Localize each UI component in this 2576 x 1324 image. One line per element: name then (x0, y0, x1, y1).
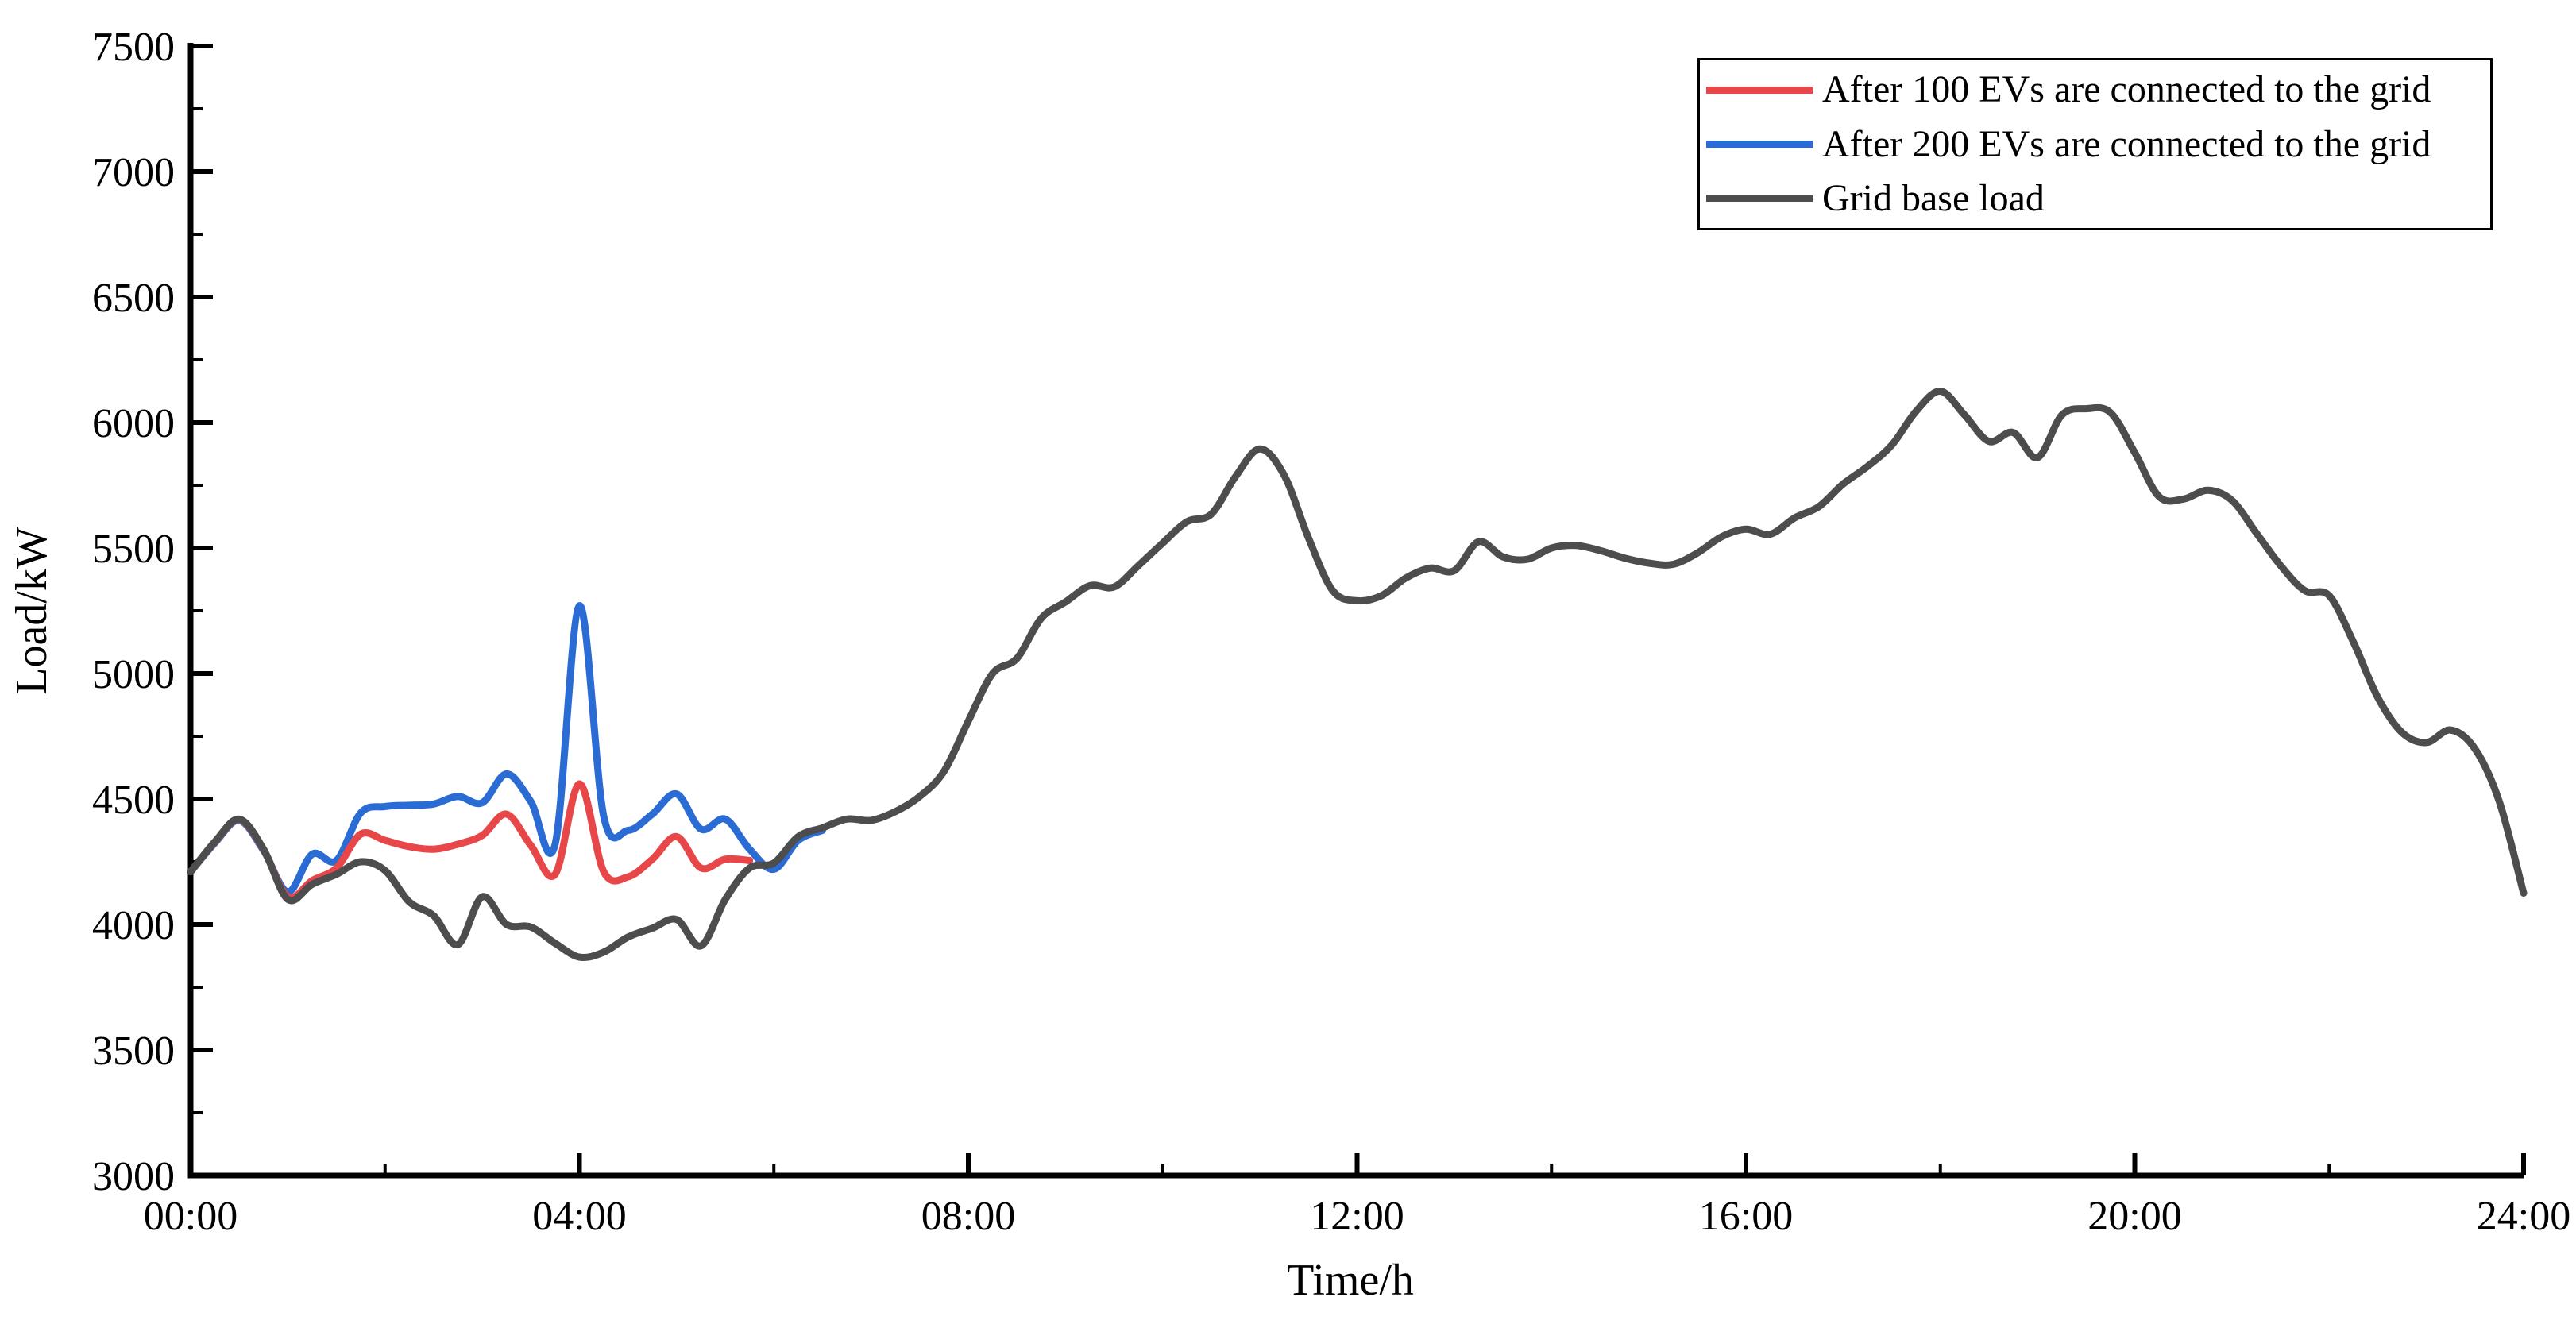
x-tick-label: 08:00 (921, 1194, 1015, 1239)
x-tick-label: 20:00 (2087, 1194, 2181, 1239)
legend-line-swatch-blue (1706, 141, 1813, 148)
y-tick-label: 5500 (92, 527, 175, 572)
y-axis-title: Load/kW (7, 527, 56, 695)
tick-label-layer: 3000 3500 4000 4500 5000 5500 6000 6500 7000 7500… (92, 25, 2570, 1239)
legend-label: Grid base load (1822, 176, 2045, 219)
legend-item-base: Grid base load (1700, 172, 2490, 225)
axes-layer (187, 43, 2526, 1179)
series-line-base (187, 388, 2528, 962)
series-line-ev200 (187, 602, 826, 896)
y-tick-label: 6500 (92, 276, 175, 321)
x-tick-label: 16:00 (1699, 1194, 1793, 1239)
x-tick-label: 24:00 (2477, 1194, 2570, 1239)
series-layer (187, 388, 2528, 962)
y-tick-label: 3500 (92, 1029, 175, 1074)
legend-line-swatch-red (1706, 86, 1813, 94)
y-tick-label: 4000 (92, 903, 175, 948)
x-tick-label: 00:00 (144, 1194, 238, 1239)
y-tick-label: 6000 (92, 401, 175, 446)
legend: After 100 EVs are connected to the grid … (1697, 58, 2493, 230)
x-tick-label: 04:00 (532, 1194, 626, 1239)
legend-label: After 100 EVs are connected to the grid (1822, 68, 2431, 111)
y-tick-label: 5000 (92, 652, 175, 697)
legend-item-ev100: After 100 EVs are connected to the grid (1700, 64, 2490, 116)
y-tick-label: 7500 (92, 25, 175, 70)
legend-label: After 200 EVs are connected to the grid (1822, 122, 2431, 165)
legend-item-ev200: After 200 EVs are connected to the grid (1700, 118, 2490, 171)
y-tick-label: 3000 (92, 1154, 175, 1199)
x-tick-label: 12:00 (1310, 1194, 1404, 1239)
y-tick-label: 7000 (92, 150, 175, 195)
x-axis-title: Time/h (1287, 1256, 1414, 1305)
y-tick-label: 4500 (92, 778, 175, 823)
legend-line-swatch-gray (1706, 195, 1813, 203)
